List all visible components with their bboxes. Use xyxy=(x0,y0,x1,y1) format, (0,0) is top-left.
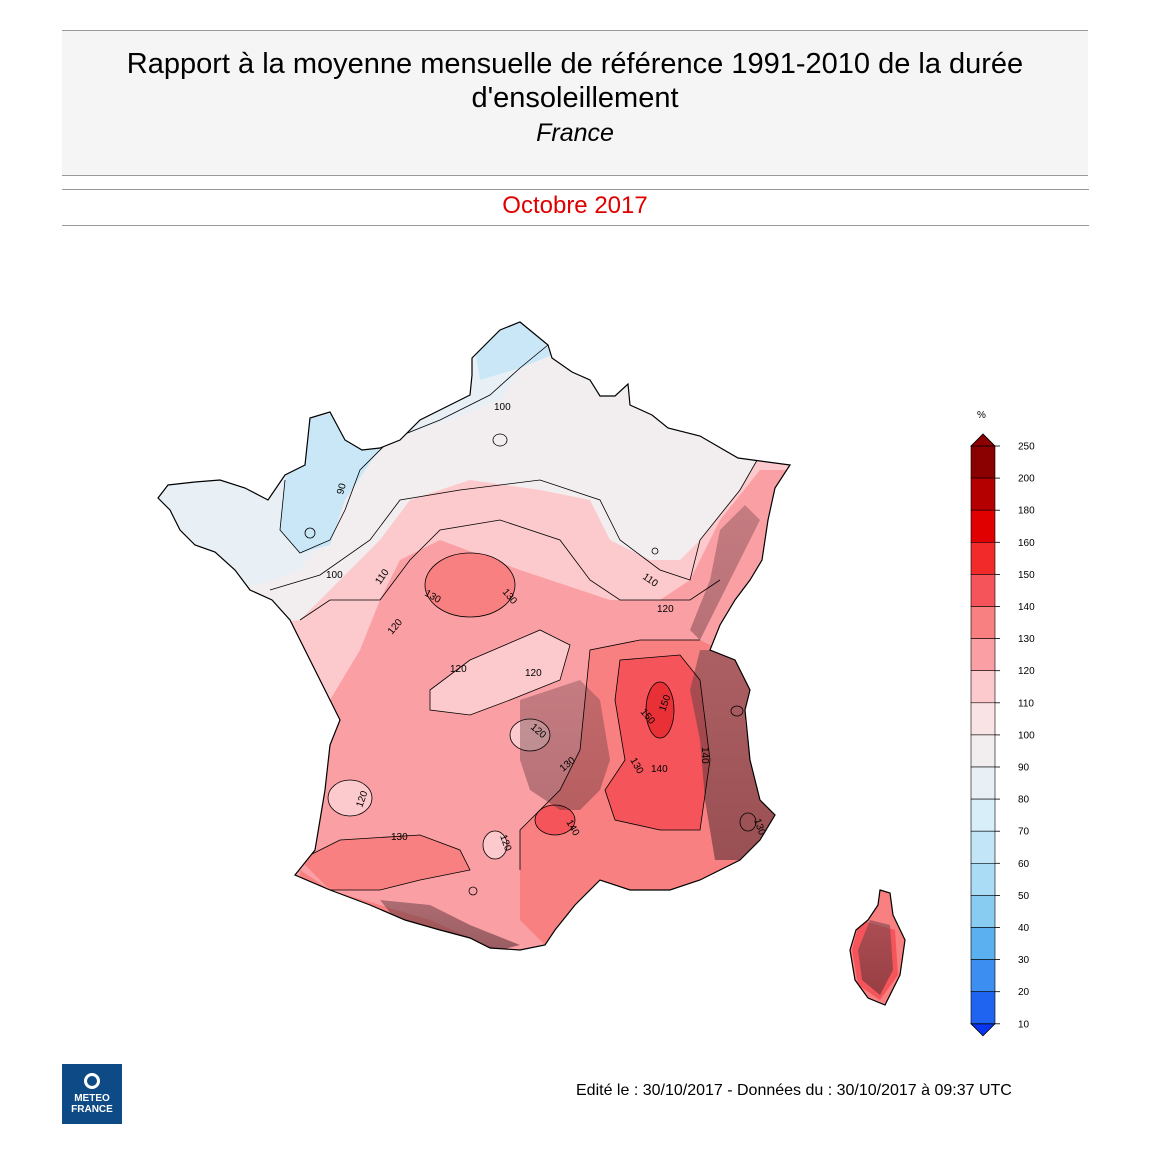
legend-tick-label: 120 xyxy=(1018,666,1035,677)
legend-swatch xyxy=(970,830,996,864)
logo-line-2: FRANCE xyxy=(71,1104,113,1115)
rule-top xyxy=(62,189,1089,190)
legend-tick-label: 20 xyxy=(1018,987,1030,998)
contour-label: 120 xyxy=(657,604,674,615)
legend-swatch xyxy=(970,734,996,768)
month-label: Octobre 2017 xyxy=(502,192,648,219)
legend-swatch xyxy=(970,606,996,639)
map-title: Rapport à la moyenne mensuelle de référe… xyxy=(126,48,1024,114)
legend-swatch xyxy=(970,798,996,832)
legend-swatch xyxy=(970,638,996,671)
legend-tick-label: 110 xyxy=(1018,698,1034,709)
contour-lines xyxy=(269,344,761,896)
map-subtitle: France xyxy=(536,119,614,147)
france-field xyxy=(158,322,790,950)
meteo-france-symbol-icon xyxy=(84,1073,100,1089)
contour-label: 130 xyxy=(391,832,408,843)
legend-tick-label: 180 xyxy=(1018,506,1035,517)
legend-tick-label: 250 xyxy=(1018,442,1035,453)
legend-arrow-top xyxy=(970,433,996,447)
legend-swatch xyxy=(970,959,996,992)
logo-line-1: METEO xyxy=(74,1093,110,1104)
contour-label: 120 xyxy=(450,664,467,675)
legend-swatch xyxy=(970,445,996,479)
legend-swatch xyxy=(970,509,996,543)
legend-tick-label: 100 xyxy=(1018,730,1035,741)
legend-swatch xyxy=(970,862,996,896)
legend-swatch xyxy=(970,991,996,1025)
contour-label: 120 xyxy=(525,668,542,679)
legend-swatch xyxy=(970,541,996,575)
legend-tick-label: 60 xyxy=(1018,859,1030,870)
legend-swatch xyxy=(970,766,996,800)
legend-swatch xyxy=(970,574,996,607)
legend-tick-label: 80 xyxy=(1018,795,1030,806)
contour-label: 90 xyxy=(335,482,349,496)
color-legend: 250 200 180 160 150 140 130 120 110 100 90 80 70 60 50… xyxy=(970,433,1035,1037)
legend-swatch xyxy=(970,670,996,704)
title-box: Rapport à la moyenne mensuelle de référe… xyxy=(62,30,1088,176)
legend-tick-label: 50 xyxy=(1018,891,1030,902)
legend-tick-label: 40 xyxy=(1018,923,1030,934)
legend-tick-label: 10 xyxy=(1018,1019,1030,1030)
contour-label: 100 xyxy=(494,402,511,413)
legend-tick-label: 160 xyxy=(1018,538,1035,549)
legend-tick-label: 90 xyxy=(1018,763,1030,774)
legend-swatch xyxy=(970,927,996,960)
legend-swatch xyxy=(970,477,996,511)
legend-tick-label: 70 xyxy=(1018,827,1030,838)
meteo-france-logo: METEO FRANCE xyxy=(62,1064,122,1124)
edit-info: Edité le : 30/10/2017 - Données du : 30/… xyxy=(576,1082,1012,1099)
legend-swatch xyxy=(970,702,996,736)
legend-tick-label: 130 xyxy=(1018,634,1035,645)
contour-label: 100 xyxy=(326,570,343,581)
contour-label: 140 xyxy=(699,747,710,764)
legend-swatch xyxy=(970,895,996,928)
legend-tick-label: 30 xyxy=(1018,955,1030,966)
legend-tick-label: 150 xyxy=(1018,570,1035,581)
legend-arrow-bottom xyxy=(970,1023,996,1037)
legend-tick-label: 200 xyxy=(1018,474,1035,485)
rule-bottom xyxy=(62,225,1089,226)
legend-unit: % xyxy=(977,410,986,421)
legend-tick-label: 140 xyxy=(1018,602,1035,613)
contour-label: 140 xyxy=(651,764,668,775)
